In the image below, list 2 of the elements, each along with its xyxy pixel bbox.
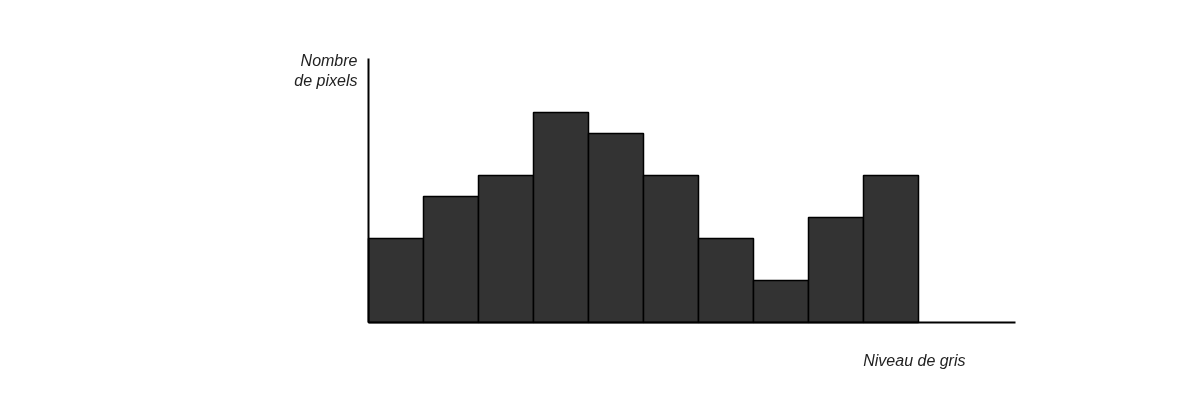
y-axis-title: Nombre de pixels (294, 51, 358, 90)
x-axis-title: Niveau de gris (863, 351, 966, 369)
